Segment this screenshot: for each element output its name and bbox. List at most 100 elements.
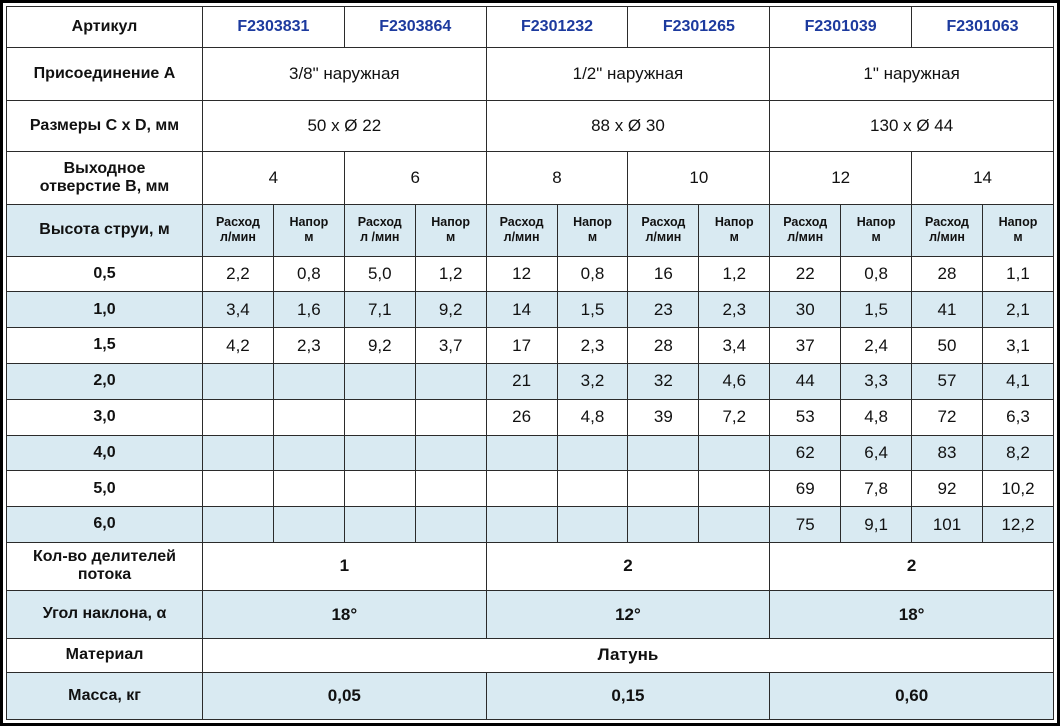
table-cell [556,434,629,472]
table-cell: 1,1 [981,255,1055,293]
material-row-label: Материал [6,638,203,673]
table-cell: 3,4 [202,291,274,329]
table-cell: 12,2 [981,506,1055,543]
outlet-row: Выходное отверстие B, мм 4 6 8 10 12 14 [6,151,1054,206]
jet-data-row: 0,5 2,2 0,8 5,0 1,2 12 0,8 16 1,2 22 0,8… [6,255,1055,293]
connection-value: 1/2" наружная [485,46,771,102]
table-cell: 0,8 [840,255,913,293]
table-cell: 9,2 [414,291,487,329]
table-cell [202,470,274,508]
table-cell [698,506,771,543]
table-cell: 4,2 [202,327,274,364]
table-cell: 62 [769,434,842,472]
head-column-header: Напор м [556,204,629,257]
article-number: F2303831 [202,6,345,48]
table-cell: 17 [485,327,558,364]
table-cell: 53 [769,398,842,436]
table-cell: 7,8 [840,470,913,508]
table-cell [485,434,558,472]
flow-dividers-value: 2 [769,541,1054,592]
table-cell [202,362,274,400]
head-column-header: Напор м [272,204,345,257]
table-cell [414,398,487,436]
jet-height-label: 0,5 [6,255,203,293]
table-cell: 4,8 [556,398,629,436]
table-cell: 23 [627,291,700,329]
table-cell: 30 [769,291,842,329]
flow-rate-column-header: Расход л/мин [769,204,842,257]
table-cell: 39 [627,398,700,436]
table-cell [343,362,416,400]
table-cell: 14 [485,291,558,329]
jet-data-row: 3,0 26 4,8 39 7,2 53 4,8 72 6,3 [6,398,1055,436]
angle-value: 18° [202,590,487,640]
head-column-header: Напор м [698,204,771,257]
table-cell: 37 [769,327,842,364]
table-cell: 12 [485,255,558,293]
outlet-row-label: Выходное отверстие B, мм [6,151,203,206]
table-cell: 1,5 [556,291,629,329]
article-number: F2301039 [769,6,913,48]
flow-dividers-value: 2 [485,541,771,592]
table-cell: 1,5 [840,291,913,329]
table-cell: 9,1 [840,506,913,543]
article-number: F2301265 [627,6,771,48]
table-cell [627,470,700,508]
table-cell [343,470,416,508]
table-cell [272,362,345,400]
jet-height-label: 6,0 [6,506,203,543]
table-cell [414,470,487,508]
table-cell [627,434,700,472]
jet-height-row-label: Высота струи, м [6,204,203,257]
mass-row: Масса, кг 0,05 0,15 0,60 [6,671,1054,721]
head-column-header: Напор м [414,204,487,257]
table-cell [556,506,629,543]
table-cell [272,398,345,436]
dimensions-value: 50 x Ø 22 [202,100,487,153]
dimensions-row: Размеры C x D, мм 50 x Ø 22 88 x Ø 30 13… [6,100,1054,153]
table-cell: 7,2 [698,398,771,436]
table-cell: 22 [769,255,842,293]
table-cell [698,470,771,508]
head-column-header: Напор м [981,204,1055,257]
table-cell [272,506,345,543]
table-cell: 16 [627,255,700,293]
jet-data-row: 4,0 62 6,4 83 8,2 [6,434,1055,472]
jet-data-row: 5,0 69 7,8 92 10,2 [6,470,1055,508]
outlet-value: 12 [769,151,913,206]
table-cell: 28 [627,327,700,364]
table-cell [698,434,771,472]
material-row: Материал Латунь [6,638,1054,673]
connection-value: 1" наружная [769,46,1054,102]
flow-dividers-value: 1 [202,541,487,592]
table-cell: 6,3 [981,398,1055,436]
table-cell: 57 [911,362,983,400]
table-cell: 2,3 [272,327,345,364]
jet-data-row: 1,0 3,4 1,6 7,1 9,2 14 1,5 23 2,3 30 1,5… [6,291,1055,329]
table-cell [414,434,487,472]
table-cell: 92 [911,470,983,508]
table-cell [272,470,345,508]
table-cell: 3,4 [698,327,771,364]
flow-rate-column-header: Расход л/мин [911,204,983,257]
dimensions-row-label: Размеры C x D, мм [6,100,203,153]
table-cell [272,434,345,472]
table-cell: 4,6 [698,362,771,400]
flow-rate-column-header: Расход л/мин [485,204,558,257]
outlet-value: 10 [627,151,771,206]
jet-height-label: 4,0 [6,434,203,472]
table-cell [202,506,274,543]
jet-data-row: 2,0 21 3,2 32 4,6 44 3,3 57 4,1 [6,362,1055,400]
dimensions-value: 130 x Ø 44 [769,100,1054,153]
jet-height-label: 3,0 [6,398,203,436]
article-row: Артикул F2303831 F2303864 F2301232 F2301… [6,6,1054,48]
table-cell [414,362,487,400]
table-cell: 1,2 [698,255,771,293]
table-cell: 1,2 [414,255,487,293]
table-cell [343,506,416,543]
angle-row: Угол наклона, α 18° 12° 18° [6,590,1054,640]
jet-height-label: 2,0 [6,362,203,400]
spec-table: Артикул F2303831 F2303864 F2301232 F2301… [6,6,1055,721]
article-number: F2303864 [343,6,487,48]
